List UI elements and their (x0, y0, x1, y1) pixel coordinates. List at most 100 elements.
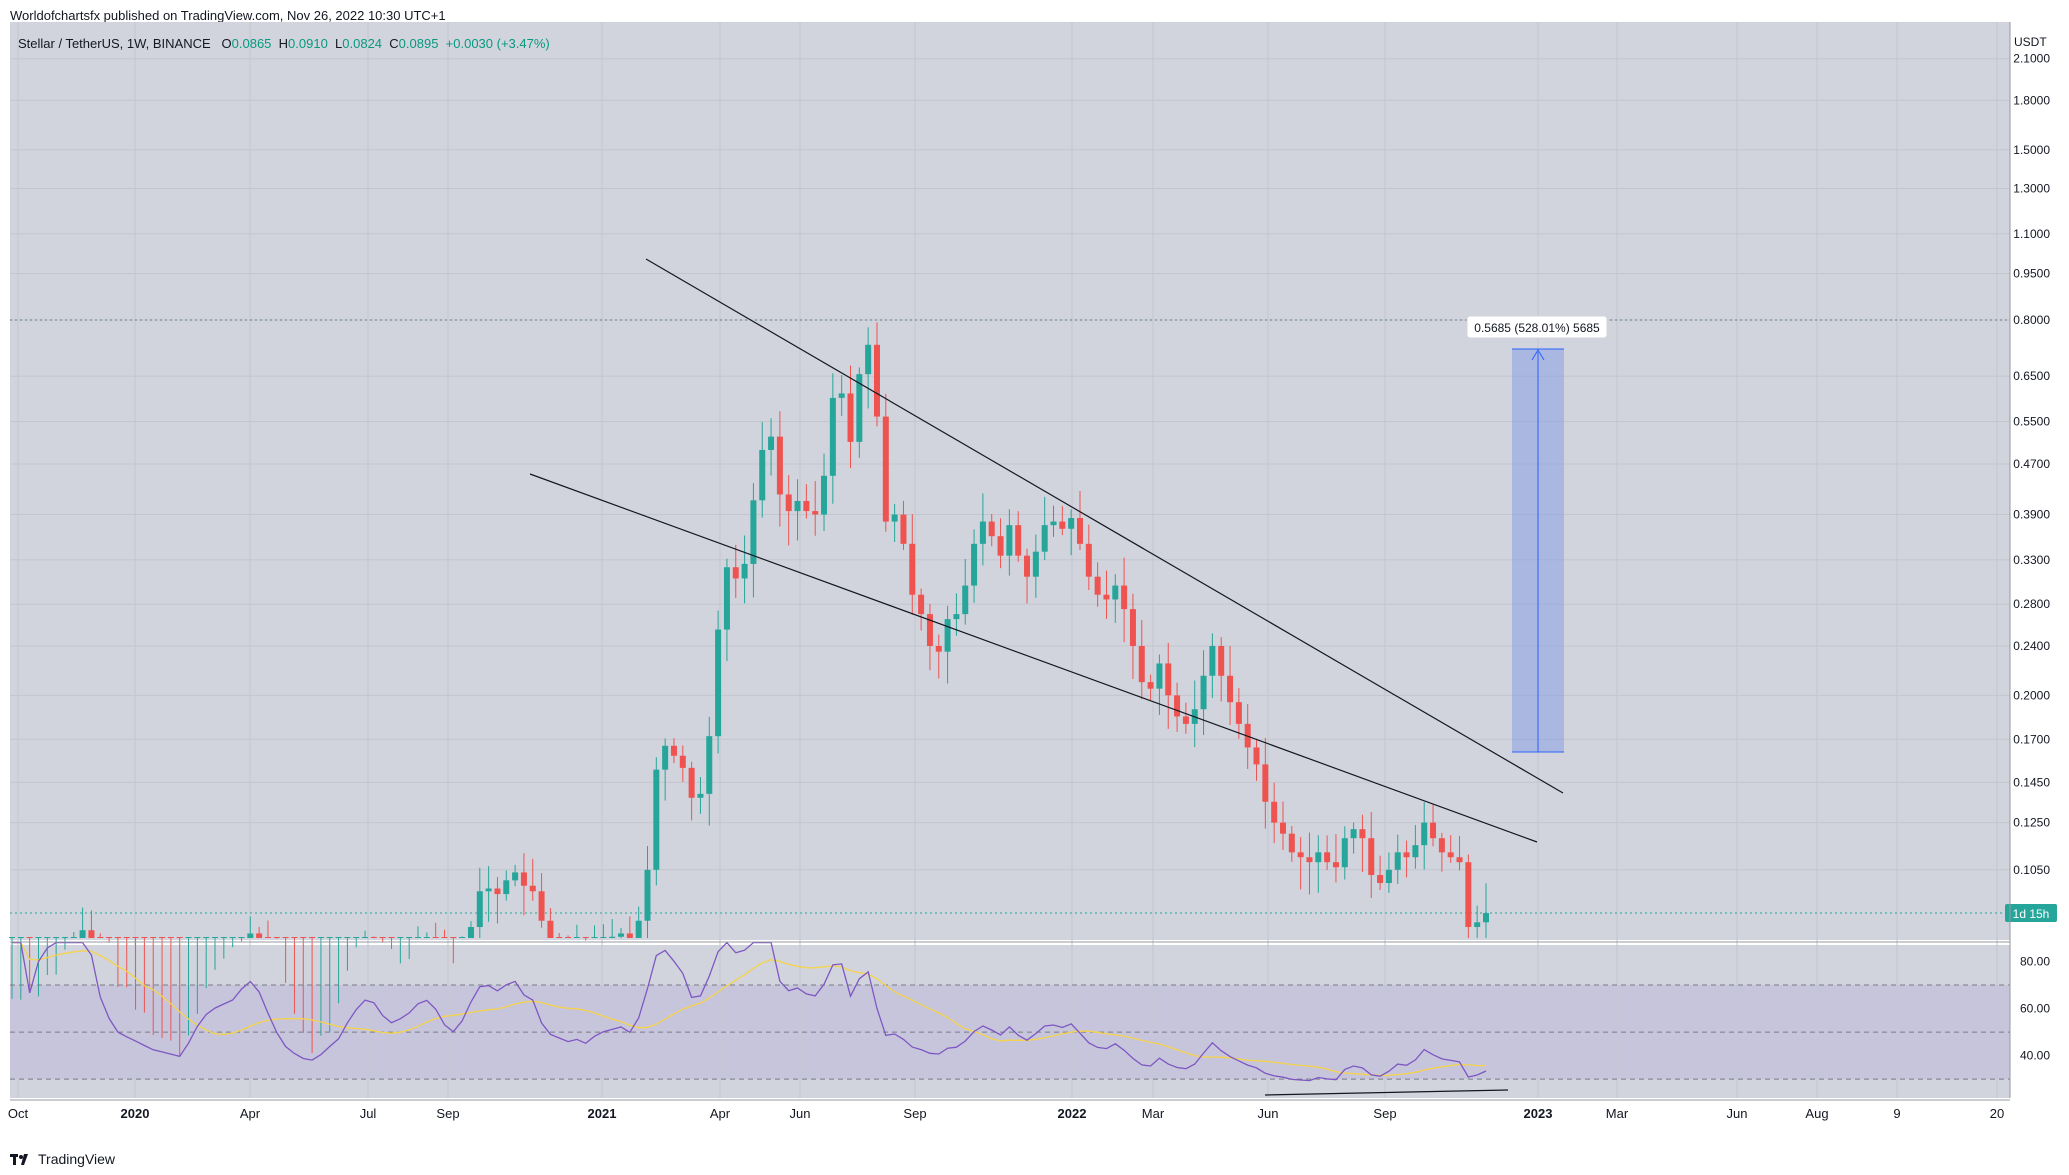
candle-body (1041, 525, 1048, 552)
upper-trendline[interactable] (645, 258, 1564, 794)
price-tick-label: 0.3900 (2013, 508, 2050, 522)
price-tick-label: 0.1050 (2013, 863, 2050, 877)
candle-body (17, 937, 24, 938)
candle-body (1165, 663, 1172, 696)
candle-body (53, 937, 60, 938)
candle-body (662, 745, 669, 770)
candle-body (97, 937, 104, 938)
rsi-tick-label: 40.00 (2020, 1049, 2050, 1063)
candle-body (838, 393, 845, 398)
candle-body (1385, 869, 1392, 884)
candle-body (79, 930, 86, 938)
candle-body (609, 936, 616, 938)
candle-body (1182, 716, 1189, 724)
candle-body (167, 937, 174, 938)
candle-body (1032, 551, 1039, 577)
candle-body (1015, 525, 1022, 556)
price-tick-label: 0.4700 (2013, 457, 2050, 471)
projection-measure[interactable]: 0.5685 (528.01%) 5685 (1466, 315, 1608, 753)
candle-body (891, 514, 898, 522)
price-tick-label: 0.1250 (2013, 816, 2050, 830)
candle-body (715, 629, 722, 737)
candle-body (759, 449, 766, 501)
candle-body (944, 619, 951, 652)
time-tick-label: Mar (1606, 1106, 1629, 1121)
measure-label-box (1466, 315, 1608, 339)
candle-body (909, 543, 916, 595)
time-tick-label: Sep (436, 1106, 459, 1121)
candle-body (706, 736, 713, 794)
candle-body (441, 937, 448, 938)
candle-body (238, 937, 245, 938)
trendlines[interactable] (529, 258, 1564, 843)
price-tick-label: 0.8000 (2013, 313, 2050, 327)
candle-body (1430, 822, 1437, 839)
time-tick-label: 2022 (1058, 1106, 1087, 1121)
candle-body (379, 937, 386, 938)
price-tick-label: 0.2400 (2013, 639, 2050, 653)
rsi-divergence-line[interactable] (1264, 1089, 1509, 1096)
candle-body (494, 888, 501, 895)
time-tick-label: 20 (1990, 1106, 2004, 1121)
time-tick-label: Apr (710, 1106, 731, 1121)
candle-body (1147, 682, 1154, 689)
candle-body (362, 937, 369, 938)
candle-body (688, 767, 695, 798)
candle-body (1377, 875, 1384, 884)
countdown-label: 1d 15h (2013, 907, 2050, 921)
projection-arrowhead (1531, 349, 1545, 361)
candle-body (1368, 838, 1375, 876)
time-tick-label: Sep (903, 1106, 926, 1121)
price-tick-label: 0.3300 (2013, 553, 2050, 567)
candle-body (768, 436, 775, 450)
candle-body (150, 937, 157, 938)
candle-body (459, 937, 466, 938)
candle-body (732, 567, 739, 579)
price-axis[interactable]: USDT 2.1000 1.8000 1.5000 1.3000 1.1000 0.9500… (2005, 35, 2057, 1063)
price-tick-label: 0.5500 (2013, 414, 2050, 428)
time-tick-label: 2023 (1524, 1106, 1553, 1121)
price-tick-label: 2.1000 (2013, 52, 2050, 66)
candle-body (962, 585, 969, 615)
candle-body (141, 937, 148, 938)
candle-body (432, 937, 439, 938)
candle-body (1068, 518, 1075, 529)
candle-body (1403, 852, 1410, 858)
candle-body (1174, 695, 1181, 717)
candle-body (1209, 645, 1216, 676)
price-tick-label: 0.2800 (2013, 597, 2050, 611)
price-tick-label: 1.3000 (2013, 182, 2050, 196)
candle-body (1006, 525, 1013, 556)
time-tick-label: 2020 (121, 1106, 150, 1121)
candle-body (1465, 862, 1472, 928)
candle-body (776, 436, 783, 495)
candle-body (573, 937, 580, 938)
candle-body (979, 521, 986, 544)
time-tick-label: Aug (1805, 1106, 1828, 1121)
tradingview-brand[interactable]: TradingView (10, 1151, 115, 1167)
grid (10, 22, 2010, 1098)
time-axis[interactable]: Oct 2020 Apr Jul Sep 2021 Apr Jun Sep 2022 Mar Jun S… (8, 1106, 2004, 1121)
time-tick-label: Jun (790, 1106, 811, 1121)
legend-close: 0.0895 (398, 36, 439, 51)
rsi-ma-line (12, 941, 1487, 1077)
candle-body (1076, 518, 1083, 544)
candle-body (1262, 764, 1269, 802)
candle-body (1103, 594, 1110, 600)
lower-trendline[interactable] (529, 473, 1538, 843)
rsi-tick-label: 60.00 (2020, 1002, 2050, 1016)
time-tick-label: Jun (1727, 1106, 1748, 1121)
candle-body (212, 937, 219, 938)
price-tick-label: 1.5000 (2013, 143, 2050, 157)
candle-body (812, 511, 819, 515)
candle-body (106, 937, 113, 938)
candle-body (476, 891, 483, 928)
candle-body (1456, 857, 1463, 863)
candle-body (1218, 645, 1225, 676)
legend-open: 0.0865 (231, 36, 272, 51)
candle-body (273, 937, 280, 938)
candle-body (194, 937, 201, 938)
candle-body (26, 937, 33, 938)
candle-body (220, 937, 227, 938)
